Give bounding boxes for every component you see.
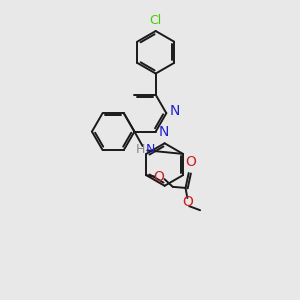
Text: H: H (136, 143, 146, 156)
Text: N: N (146, 143, 156, 156)
Text: N: N (159, 124, 169, 139)
Text: N: N (169, 104, 180, 118)
Text: O: O (182, 195, 193, 209)
Text: O: O (185, 155, 196, 170)
Text: O: O (154, 170, 164, 184)
Text: Cl: Cl (150, 14, 162, 27)
